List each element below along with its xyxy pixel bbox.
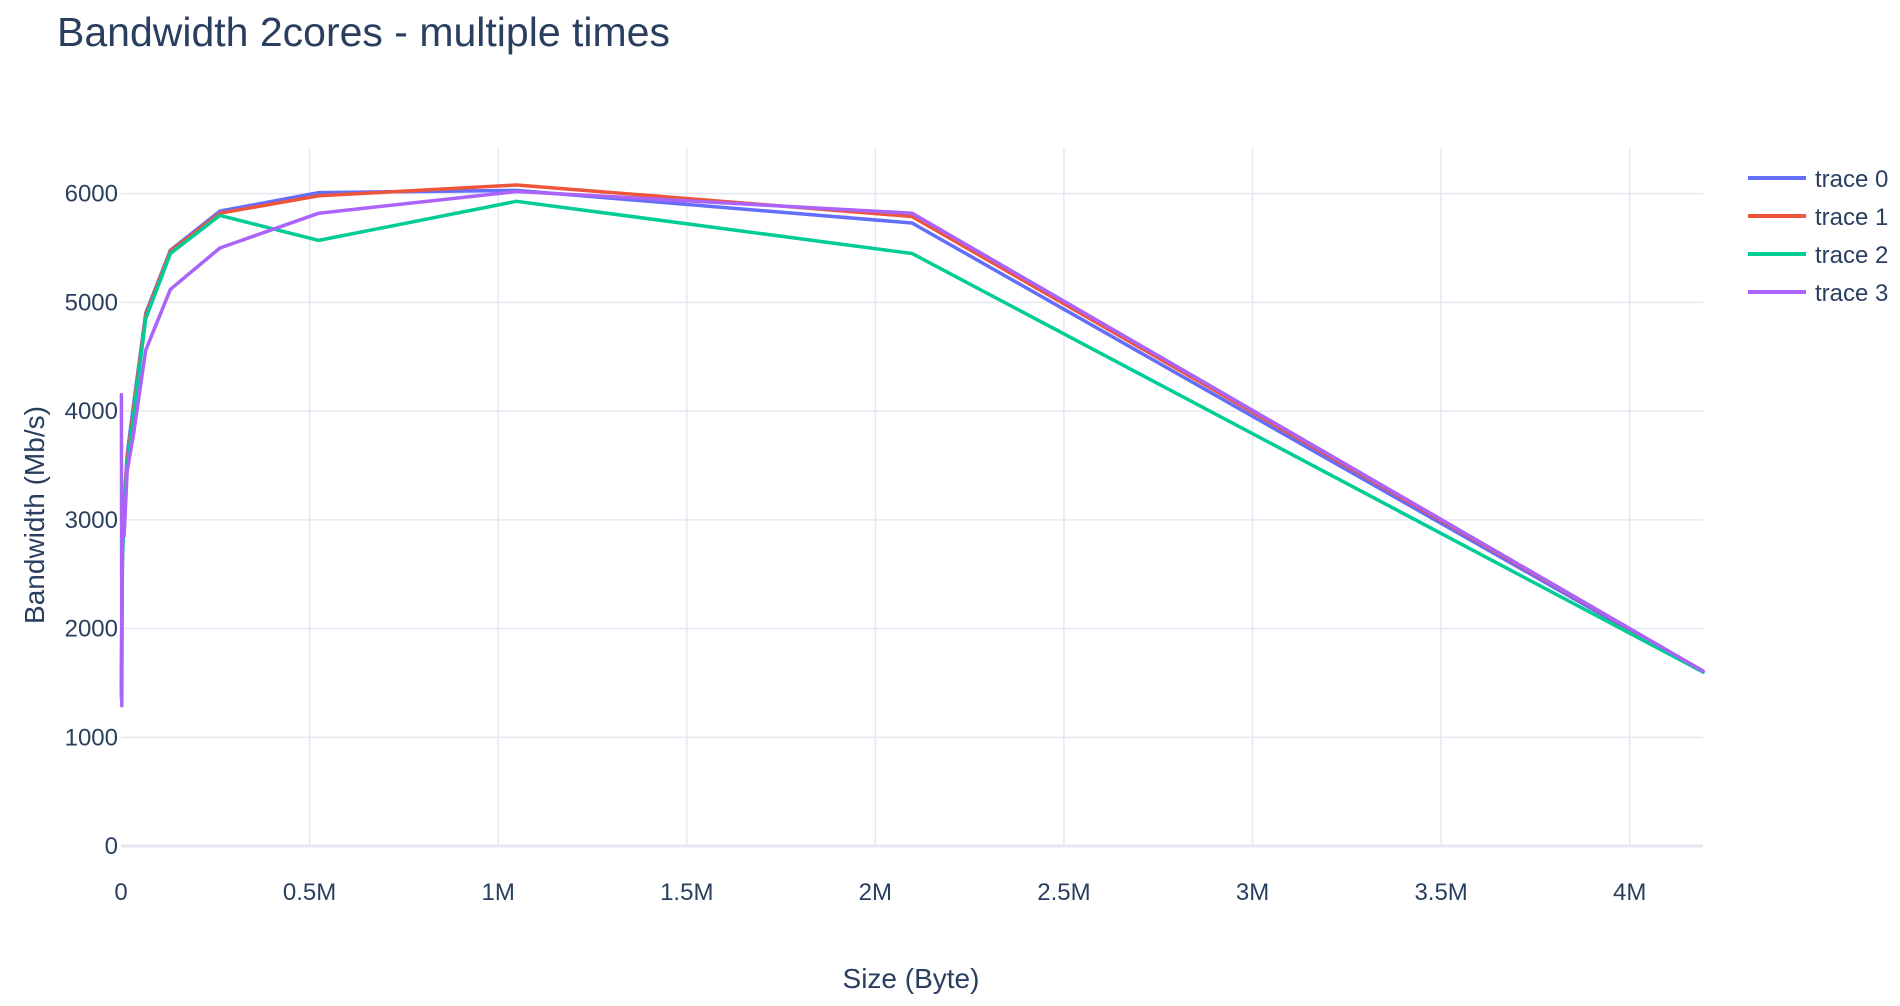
- y-tick-label-5: 5000: [65, 289, 118, 316]
- legend-item-1[interactable]: trace 1: [1748, 204, 1888, 231]
- y-tick-label-3: 3000: [65, 507, 118, 534]
- legend[interactable]: trace 0 trace 1 trace 2 trace 3: [1748, 166, 1888, 307]
- x-axis-ticks: 0 0.5M 1M 1.5M 2M 2.5M 3M 3.5M 4M: [114, 879, 1646, 906]
- y-tick-label-6: 6000: [65, 181, 118, 208]
- legend-label-2: trace 2: [1815, 242, 1888, 269]
- x-tick-label-3: 1.5M: [660, 879, 713, 906]
- y-tick-label-4: 4000: [65, 398, 118, 425]
- x-tick-label-7: 3.5M: [1414, 879, 1467, 906]
- legend-label-1: trace 1: [1815, 204, 1888, 231]
- legend-item-3[interactable]: trace 3: [1748, 280, 1888, 307]
- x-tick-label-2: 1M: [482, 879, 515, 906]
- legend-label-3: trace 3: [1815, 280, 1888, 307]
- chart-title: Bandwidth 2cores - multiple times: [57, 9, 670, 55]
- y-axis-title: Bandwidth (Mb/s): [19, 406, 50, 624]
- y-tick-label-0: 0: [105, 833, 118, 860]
- x-tick-label-0: 0: [114, 879, 127, 906]
- x-tick-label-4: 2M: [859, 879, 892, 906]
- legend-label-0: trace 0: [1815, 166, 1888, 193]
- x-tick-label-6: 3M: [1236, 879, 1269, 906]
- y-tick-label-2: 2000: [65, 616, 118, 643]
- series-3: [119, 189, 1705, 708]
- legend-item-2[interactable]: trace 2: [1748, 242, 1888, 269]
- y-axis-ticks: 0 1000 2000 3000 4000 5000 6000: [65, 181, 118, 860]
- x-tick-label-5: 2.5M: [1037, 879, 1090, 906]
- x-tick-label-8: 4M: [1613, 879, 1646, 906]
- y-tick-label-1: 1000: [65, 724, 118, 751]
- legend-item-0[interactable]: trace 0: [1748, 166, 1888, 193]
- x-tick-label-1: 0.5M: [283, 879, 336, 906]
- series-lines: [119, 183, 1705, 708]
- grid: [121, 148, 1703, 848]
- x-axis-title: Size (Byte): [843, 963, 980, 994]
